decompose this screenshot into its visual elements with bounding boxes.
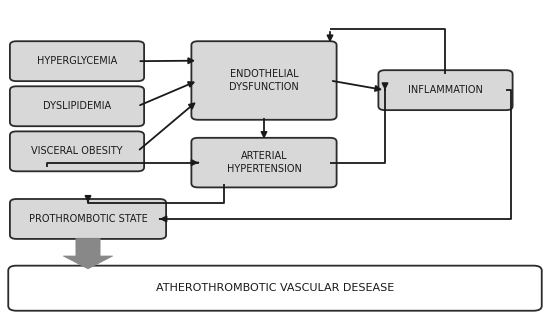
Text: VISCERAL OBESITY: VISCERAL OBESITY — [31, 146, 123, 156]
Text: ARTERIAL
HYPERTENSION: ARTERIAL HYPERTENSION — [227, 151, 301, 174]
FancyBboxPatch shape — [191, 41, 337, 120]
Text: INFLAMMATION: INFLAMMATION — [408, 85, 483, 95]
FancyBboxPatch shape — [10, 131, 144, 171]
Polygon shape — [63, 238, 113, 269]
FancyBboxPatch shape — [10, 41, 144, 81]
FancyBboxPatch shape — [191, 138, 337, 187]
FancyBboxPatch shape — [378, 70, 513, 110]
FancyBboxPatch shape — [8, 266, 542, 311]
Text: PROTHROMBOTIC STATE: PROTHROMBOTIC STATE — [29, 214, 147, 224]
FancyBboxPatch shape — [10, 86, 144, 126]
Text: ATHEROTHROMBOTIC VASCULAR DESEASE: ATHEROTHROMBOTIC VASCULAR DESEASE — [156, 283, 394, 293]
Text: HYPERGLYCEMIA: HYPERGLYCEMIA — [37, 56, 117, 66]
FancyBboxPatch shape — [10, 199, 166, 239]
Text: ENDOTHELIAL
DYSFUNCTION: ENDOTHELIAL DYSFUNCTION — [229, 69, 299, 92]
Text: DYSLIPIDEMIA: DYSLIPIDEMIA — [43, 101, 111, 111]
